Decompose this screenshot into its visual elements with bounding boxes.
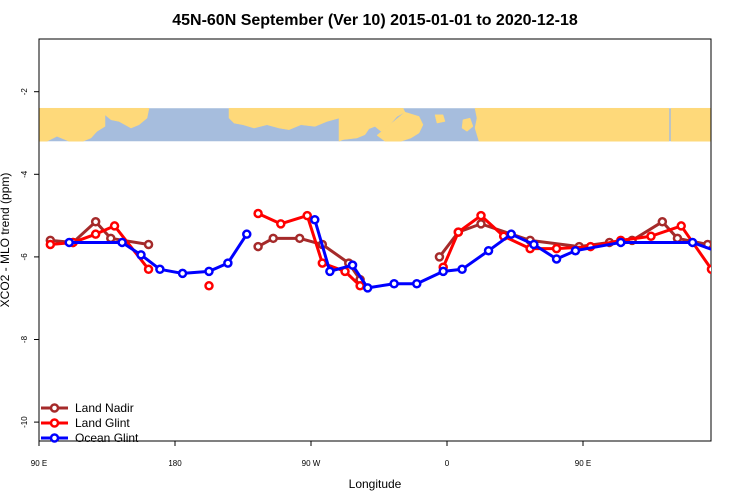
data-point (646, 231, 656, 241)
data-point (117, 237, 127, 248)
data-point (136, 250, 146, 260)
data-point (177, 268, 188, 279)
data-point (204, 281, 214, 291)
map-land-europe (474, 107, 670, 142)
data-point (347, 260, 358, 270)
y-axis: -2 -4 -6 -8 -10 (20, 88, 39, 428)
data-point (389, 278, 399, 289)
map-land-alaska (228, 107, 340, 130)
world-map-band (39, 107, 711, 142)
data-point (317, 258, 328, 268)
map-land-kamchatka (104, 107, 150, 129)
x-tick-label: 0 (445, 459, 450, 468)
data-point (276, 219, 286, 229)
x-axis-label: Longitude (349, 477, 402, 491)
data-point (570, 245, 581, 256)
data-point (155, 264, 165, 275)
y-tick-label: -2 (20, 88, 29, 96)
legend-marker (49, 403, 60, 413)
data-point (412, 278, 422, 289)
data-point (294, 233, 305, 244)
legend-marker (49, 433, 60, 443)
data-point (706, 264, 711, 275)
map-land-east-asia-right (670, 107, 711, 142)
data-point (506, 229, 516, 239)
map-land-east-asia (39, 107, 106, 142)
data-point (529, 239, 539, 250)
data-point (253, 241, 263, 252)
y-tick-label: -4 (20, 170, 29, 178)
series-land-glint (45, 208, 711, 291)
data-point (616, 237, 626, 248)
map-land-atlantic-isles (434, 114, 446, 124)
data-point (109, 221, 120, 231)
legend-label: Ocean Glint (75, 431, 139, 445)
data-point (676, 221, 686, 231)
legend-label: Land Glint (75, 416, 130, 430)
data-point (268, 233, 278, 244)
data-point (687, 237, 698, 248)
data-point (551, 243, 562, 254)
data-point (310, 214, 320, 225)
data-point (723, 251, 730, 258)
y-tick-label: -8 (20, 335, 29, 343)
map-land-canada-east (376, 111, 424, 142)
data-point (64, 237, 74, 248)
legend-label: Land Nadir (75, 401, 134, 415)
data-point (551, 254, 562, 264)
data-point (106, 233, 116, 244)
x-tick-label: 90 E (575, 459, 591, 468)
legend-marker (49, 418, 60, 428)
data-point (242, 229, 252, 239)
data-point (253, 208, 263, 219)
data-point (453, 227, 464, 237)
data-point (302, 210, 312, 221)
data-point (483, 245, 494, 256)
data-point (45, 239, 56, 250)
data-point (143, 239, 154, 250)
y-tick-label: -6 (20, 253, 29, 261)
x-tick-label: 90 W (302, 459, 321, 468)
data-point (434, 252, 445, 262)
data-point (204, 266, 214, 277)
y-tick-label: -10 (20, 416, 29, 428)
data-point (355, 281, 365, 291)
data-point (672, 233, 683, 244)
series-layer (45, 208, 730, 293)
x-tick-label: 180 (168, 459, 182, 468)
x-tick-label: 90 E (31, 459, 47, 468)
data-point (90, 229, 101, 239)
chart-title: 45N-60N September (Ver 10) 2015-01-01 to… (172, 12, 578, 29)
x-axis: 90 E 180 90 W 0 90 E (31, 441, 591, 468)
data-point (362, 283, 373, 293)
data-point (223, 258, 233, 268)
data-point (476, 219, 486, 229)
data-point (143, 264, 154, 275)
data-point (657, 217, 668, 227)
data-point (438, 266, 448, 277)
series-ocean-glint (64, 214, 730, 293)
data-point (457, 264, 467, 275)
data-point (476, 210, 486, 221)
map-land-uk (461, 117, 474, 132)
data-point (90, 217, 101, 227)
data-point (325, 266, 335, 277)
y-axis-label: XCO2 - MLO trend (ppm) (0, 173, 12, 308)
plot-frame (38, 38, 712, 442)
